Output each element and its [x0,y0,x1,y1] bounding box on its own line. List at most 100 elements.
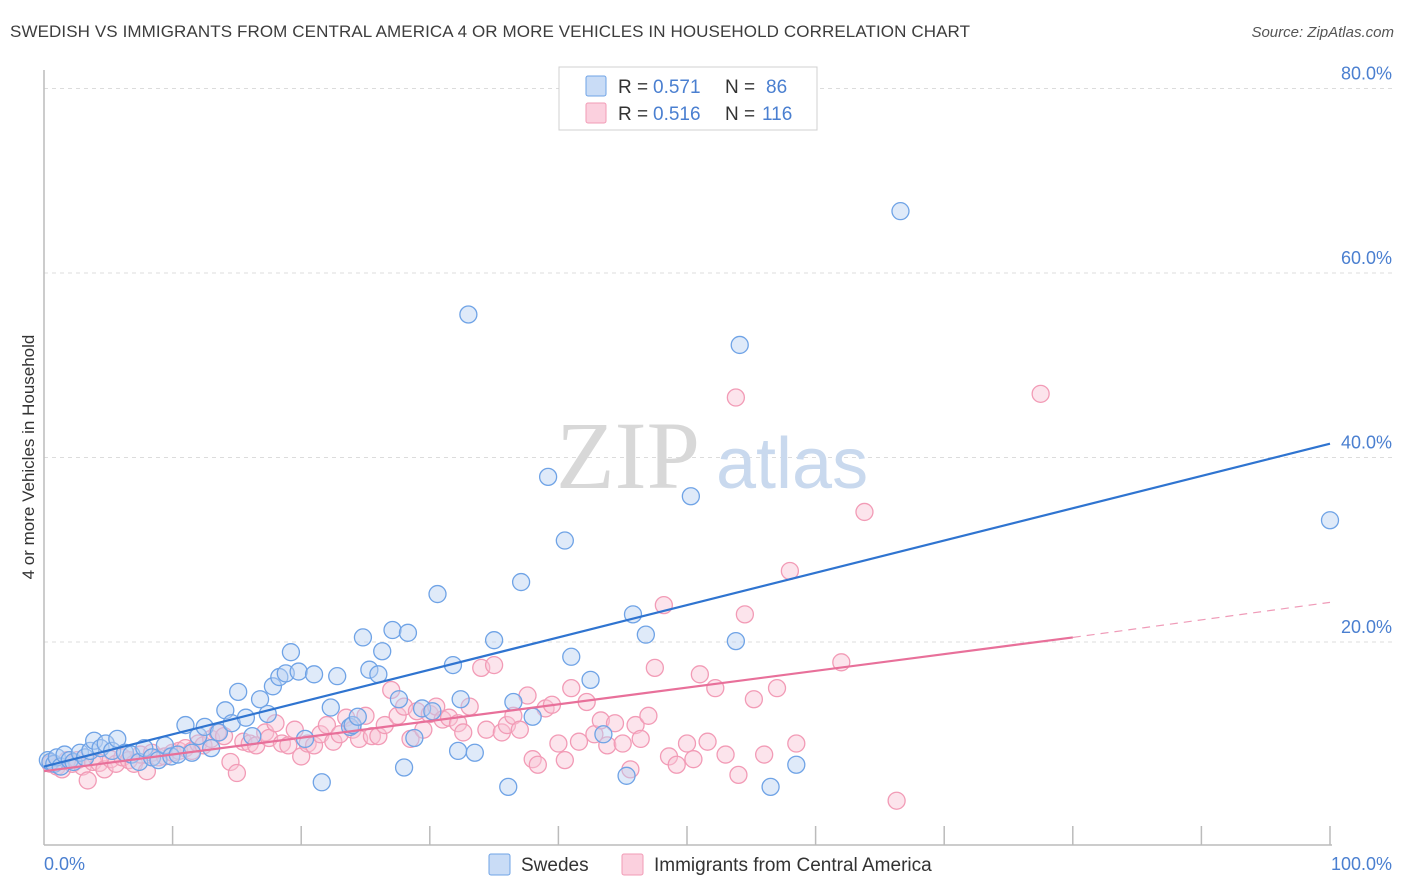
point-swedes-30 [209,723,229,742]
point-immigrants-100 [690,665,710,684]
point-immigrants-7 [78,771,97,790]
point-immigrants-97 [667,755,686,774]
x-tick-label-max: 100.0% [1331,854,1392,874]
point-immigrants-31 [227,763,247,783]
legend-n-label-1: N = [725,77,755,98]
point-swedes-75 [562,647,581,666]
point-swedes-70 [504,692,523,712]
bottom-legend-swatch-swedes [488,853,511,876]
point-immigrants-94 [645,658,664,678]
point-immigrants-87 [598,736,617,755]
point-swedes-73 [538,467,558,487]
point-swedes-85 [787,755,806,774]
point-immigrants-91 [626,715,645,735]
point-immigrants-17 [137,762,157,781]
point-immigrants-109 [767,679,787,698]
point-immigrants-83 [569,732,589,751]
point-swedes-72 [523,707,542,726]
point-immigrants-77 [528,755,547,774]
legend-r-value-1: 0.571 [653,77,701,98]
point-immigrants-114 [887,791,906,810]
point-immigrants-101 [698,732,717,751]
point-swedes-66 [459,305,478,324]
point-immigrants-103 [716,745,735,764]
trend-lines [43,442,1331,773]
point-swedes-19 [135,738,154,758]
point-swedes-47 [328,667,347,686]
x-ticks [171,826,1331,845]
point-swedes-46 [321,698,340,717]
point-immigrants-89 [613,734,632,753]
bottom-legend-immigrants: Immigrants from Central America [654,855,932,876]
point-swedes-50 [348,707,367,726]
point-immigrants-81 [555,750,574,770]
point-swedes-60 [412,699,432,718]
point-swedes-78 [617,766,636,785]
point-swedes-77 [594,725,613,744]
point-swedes-61 [423,702,442,721]
bottom-legend: Swedes Immigrants from Central America [488,853,932,876]
point-swedes-86 [891,202,910,221]
point-swedes-67 [465,743,484,762]
point-swedes-80 [636,625,655,644]
point-swedes-11 [85,731,104,750]
point-swedes-82 [726,631,746,651]
point-swedes-59 [405,728,424,748]
point-swedes-36 [250,690,270,709]
legend-r-label-1: R = [618,77,648,98]
y-tick-label-40: 40.0% [1341,433,1392,453]
point-immigrants-88 [605,714,625,733]
legend-n-value-1: 86 [766,77,787,98]
point-swedes-76 [581,670,600,690]
trendline-swedes [43,442,1331,768]
point-immigrants-69 [477,720,496,739]
point-immigrants-115 [1031,384,1050,403]
legend-swatch-immigrants [585,102,607,124]
point-swedes-81 [681,487,701,506]
point-immigrants-37 [266,714,285,733]
x-tick-label-min: 0.0% [44,854,85,874]
point-immigrants-76 [523,750,542,769]
point-swedes-52 [360,660,379,679]
point-swedes-55 [383,620,402,640]
legend-r-value-2: 0.516 [653,104,701,125]
point-swedes-65 [451,690,470,709]
point-immigrants-74 [510,720,529,739]
point-swedes-58 [398,623,418,642]
point-immigrants-82 [562,679,581,698]
gridlines [44,87,1392,643]
watermark: ZIP atlas [556,402,868,509]
point-immigrants-106 [735,605,755,624]
legend-swatch-swedes [585,75,607,97]
axes [43,70,1332,846]
point-immigrants-30 [221,752,240,772]
point-swedes-69 [499,777,518,797]
point-immigrants-107 [744,690,764,709]
point-swedes-71 [511,572,531,592]
point-swedes-33 [229,682,248,701]
point-immigrants-93 [639,706,658,725]
legend-n-value-2: 116 [762,104,792,125]
y-tick-labels: 20.0% 40.0% 60.0% 80.0% [1341,63,1392,637]
point-immigrants-98 [677,734,697,753]
watermark-atlas: atlas [716,424,868,504]
watermark-zip: ZIP [556,402,700,509]
point-swedes-87 [1320,511,1340,530]
point-swedes-44 [304,665,324,684]
point-immigrants-39 [279,736,298,755]
point-swedes-35 [243,726,262,746]
y-tick-label-60: 60.0% [1341,248,1392,268]
bottom-legend-swedes: Swedes [521,855,589,876]
point-swedes-41 [281,643,301,662]
point-immigrants-10 [95,760,114,779]
point-immigrants-113 [855,502,874,522]
point-swedes-56 [389,690,409,709]
point-swedes-57 [394,758,414,777]
point-immigrants-92 [631,729,650,749]
point-immigrants-105 [729,765,748,785]
point-immigrants-108 [755,745,774,764]
point-swedes-74 [555,531,574,550]
y-axis-title: 4 or more Vehicles in Household [19,335,38,580]
point-immigrants-86 [591,711,610,730]
